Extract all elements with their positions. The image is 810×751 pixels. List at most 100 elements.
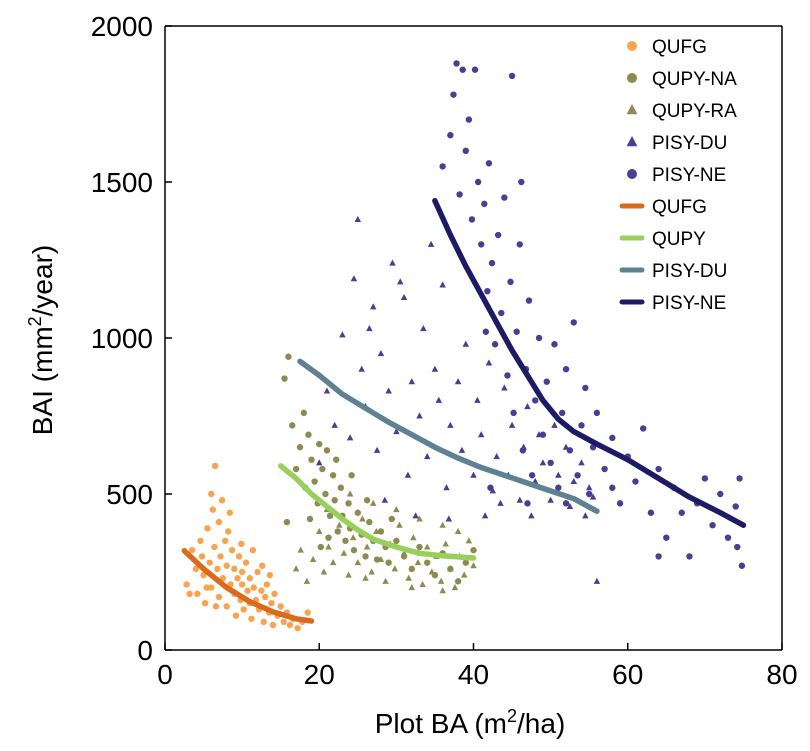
point-qupy-ra-22 [400, 549, 408, 556]
point-pisy-ne-1 [447, 132, 454, 139]
point-qupy-na-27 [362, 553, 369, 560]
point-pisy-ne-4 [456, 191, 463, 198]
point-qupy-ra-23 [405, 574, 412, 581]
point-qufg-67 [258, 562, 266, 569]
legend-label-fit-pisy-ne: PISY-NE [652, 293, 726, 314]
point-qufg-7 [204, 525, 211, 532]
legend-label-qupy-na: QUPY-NA [652, 69, 737, 90]
point-pisy-ne-33 [547, 459, 554, 466]
point-qufg-43 [258, 587, 265, 594]
series-pisy-du [316, 215, 601, 584]
point-pisy-du-15 [404, 471, 412, 478]
point-pisy-du-19 [423, 452, 431, 460]
point-pisy-du-47 [566, 502, 574, 509]
point-pisy-ne-64 [736, 475, 743, 482]
y-axis-label: BAI (mm2/year) [25, 245, 58, 435]
point-pisy-ne-66 [734, 543, 741, 551]
point-pisy-du-16 [408, 378, 416, 385]
point-qufg-15 [215, 593, 223, 601]
point-qupy-ra-13 [359, 515, 366, 522]
point-qupy-ra-3 [309, 555, 317, 563]
point-pisy-du-29 [474, 396, 481, 403]
point-qufg-17 [217, 553, 224, 560]
fit-line-qufg [181, 548, 315, 624]
point-pisy-ne-16 [491, 341, 499, 348]
legend-marker-qufg [627, 41, 637, 51]
point-pisy-du-33 [493, 452, 500, 460]
point-pisy-ne-7 [465, 116, 473, 123]
point-qufg-59 [304, 609, 311, 616]
point-qupy-na-2 [289, 422, 296, 429]
point-qupy-ra-15 [368, 568, 375, 575]
point-qufg-34 [242, 559, 250, 566]
point-qupy-na-0 [281, 375, 288, 382]
point-pisy-du-63 [528, 512, 535, 519]
point-pisy-ne-67 [487, 484, 494, 491]
point-qupy-ra-14 [363, 543, 371, 550]
point-pisy-du-8 [369, 303, 377, 310]
point-qufg-35 [244, 587, 251, 594]
point-qufg-33 [240, 606, 247, 613]
point-qupy-ra-18 [382, 577, 389, 584]
point-pisy-ne-69 [562, 500, 570, 507]
y-tick-label: 1000 [91, 323, 153, 354]
point-qupy-ra-6 [325, 543, 332, 550]
point-qufg-57 [294, 624, 301, 632]
legend-label-fit-qufg: QUFG [652, 197, 707, 218]
point-qupy-ra-25 [414, 559, 422, 566]
point-qufg-49 [269, 621, 277, 629]
point-pisy-ne-29 [532, 397, 539, 404]
point-pisy-ne-53 [655, 465, 662, 473]
point-qupy-na-45 [283, 518, 291, 526]
point-pisy-du-11 [385, 387, 392, 394]
point-pisy-ne-21 [507, 278, 514, 286]
point-pisy-ne-11 [478, 241, 485, 248]
point-qufg-13 [211, 462, 219, 470]
point-pisy-ne-19 [501, 194, 508, 201]
point-qufg-38 [248, 615, 255, 622]
x-tick-label: 20 [304, 659, 335, 690]
point-qupy-ra-33 [451, 584, 459, 591]
point-pisy-ne-18 [498, 309, 505, 317]
point-qupy-na-21 [342, 537, 349, 544]
point-qufg-39 [250, 584, 257, 591]
point-qufg-46 [263, 581, 271, 588]
point-qupy-ra-30 [437, 577, 445, 584]
legend-label-fit-pisy-du: PISY-DU [652, 261, 727, 282]
point-qupy-ra-42 [439, 521, 446, 528]
point-pisy-ne-36 [558, 409, 566, 417]
x-tick-label: 80 [766, 659, 797, 690]
point-pisy-ne-39 [570, 319, 577, 326]
point-qufg-55 [286, 621, 294, 629]
point-qupy-na-9 [311, 478, 318, 485]
point-pisy-ne-68 [524, 500, 531, 507]
y-tick-label: 0 [137, 635, 153, 666]
point-pisy-du-28 [470, 471, 477, 478]
point-pisy-ne-20 [504, 372, 511, 379]
point-qupy-na-13 [322, 490, 329, 498]
y-tick-label: 1500 [91, 167, 153, 198]
point-pisy-ne-48 [616, 500, 624, 507]
point-qupy-na-14 [323, 447, 331, 454]
point-qupy-ra-10 [345, 571, 352, 578]
point-pisy-ne-25 [519, 447, 527, 454]
legend-label-pisy-ne: PISY-NE [652, 165, 726, 186]
point-pisy-ne-23 [513, 328, 520, 335]
point-qufg-4 [198, 553, 206, 560]
point-pisy-du-30 [477, 431, 485, 438]
point-pisy-ne-46 [601, 465, 608, 473]
point-qupy-na-24 [350, 546, 358, 554]
point-pisy-du-12 [389, 259, 396, 266]
point-qupy-na-38 [424, 559, 431, 566]
point-qufg-31 [238, 581, 246, 588]
point-qupy-ra-47 [439, 587, 446, 594]
point-qufg-8 [206, 559, 213, 566]
point-qupy-ra-28 [428, 568, 436, 575]
point-pisy-ne-73 [482, 328, 490, 335]
point-pisy-ne-17 [494, 231, 502, 239]
point-qupy-ra-36 [465, 537, 473, 544]
point-pisy-ne-51 [639, 425, 647, 432]
x-tick-label: 40 [458, 659, 489, 690]
point-qufg-66 [238, 540, 245, 548]
point-pisy-ne-30 [535, 334, 543, 342]
